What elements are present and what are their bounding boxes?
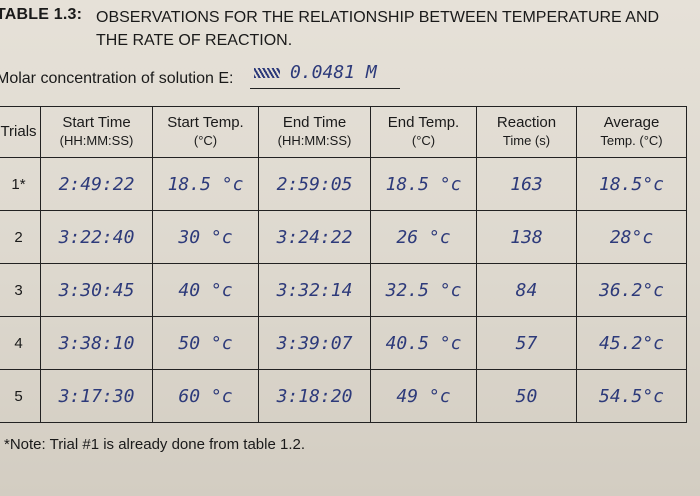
end-time-cell[interactable]: 3:18:20 [258,369,371,423]
reaction-time-cell[interactable]: 138 [476,210,577,264]
reaction-time-cell[interactable]: 163 [476,157,577,211]
table-row: 4 3:38:10 50 °c 3:39:07 40.5 °c 57 45.2°… [0,316,687,370]
end-time-cell[interactable]: 2:59:05 [258,157,371,211]
trial-number: 4 [0,316,41,370]
table-row: 5 3:17:30 60 °c 3:18:20 49 °c 50 54.5°c [0,369,687,423]
footnote: *Note: Trial #1 is already done from tab… [4,436,305,453]
end-temp-cell[interactable]: 26 °c [370,210,477,264]
start-time-cell[interactable]: 3:38:10 [40,316,153,370]
header-average-temp: Average Temp. (°C) [576,106,687,158]
average-temp-cell[interactable]: 18.5°c [576,157,687,211]
average-temp-cell[interactable]: 54.5°c [576,369,687,423]
start-time-cell[interactable]: 3:17:30 [40,369,153,423]
start-temp-cell[interactable]: 60 °c [152,369,259,423]
observations-table: Trials Start Time (HH:MM:SS) Start Temp.(… [0,106,687,423]
header-start-temp: Start Temp. (°C) [152,106,259,158]
molar-concentration-value: 0.0481 M [254,62,377,83]
molar-concentration-field[interactable]: 0.0481 M [250,60,400,89]
table-row: 2 3:22:40 30 °c 3:24:22 26 °c 138 28°c [0,210,687,264]
header-end-temp: End Temp. (°C) [370,106,477,158]
molar-concentration-label: Molar concentration of solution E: [0,70,234,87]
reaction-time-cell[interactable]: 50 [476,369,577,423]
start-temp-cell[interactable]: 18.5 °c [152,157,259,211]
header-reaction-time: Reaction Time (s) [476,106,577,158]
header-start-time: Start Time (HH:MM:SS) [40,106,153,158]
start-temp-cell[interactable]: 50 °c [152,316,259,370]
start-time-cell[interactable]: 3:22:40 [40,210,153,264]
end-time-cell[interactable]: 3:24:22 [258,210,371,264]
average-temp-cell[interactable]: 45.2°c [576,316,687,370]
table-header-row: Trials Start Time (HH:MM:SS) Start Temp.(… [0,106,687,158]
scribble-mark [254,68,280,78]
table-row: 3 3:30:45 40 °c 3:32:14 32.5 °c 84 36.2°… [0,263,687,317]
end-temp-cell[interactable]: 40.5 °c [370,316,477,370]
start-temp-cell[interactable]: 40 °c [152,263,259,317]
average-temp-cell[interactable]: 28°c [576,210,687,264]
end-temp-cell[interactable]: 32.5 °c [370,263,477,317]
header-end-time: End Time (HH:MM:SS) [258,106,371,158]
trial-number: 2 [0,210,41,264]
header-trials: Trials [0,106,41,158]
reaction-time-cell[interactable]: 84 [476,263,577,317]
end-temp-cell[interactable]: 49 °c [370,369,477,423]
table-number: TABLE 1.3: [0,6,83,23]
trial-number: 3 [0,263,41,317]
trial-number: 5 [0,369,41,423]
trial-number: 1* [0,157,41,211]
reaction-time-cell[interactable]: 57 [476,316,577,370]
average-temp-cell[interactable]: 36.2°c [576,263,687,317]
end-temp-cell[interactable]: 18.5 °c [370,157,477,211]
start-temp-cell[interactable]: 30 °c [152,210,259,264]
end-time-cell[interactable]: 3:39:07 [258,316,371,370]
start-time-cell[interactable]: 3:30:45 [40,263,153,317]
start-time-cell[interactable]: 2:49:22 [40,157,153,211]
table-row: 1* 2:49:22 18.5 °c 2:59:05 18.5 °c 163 1… [0,157,687,211]
table-title: OBSERVATIONS FOR THE RELATIONSHIP BETWEE… [96,9,660,49]
end-time-cell[interactable]: 3:32:14 [258,263,371,317]
